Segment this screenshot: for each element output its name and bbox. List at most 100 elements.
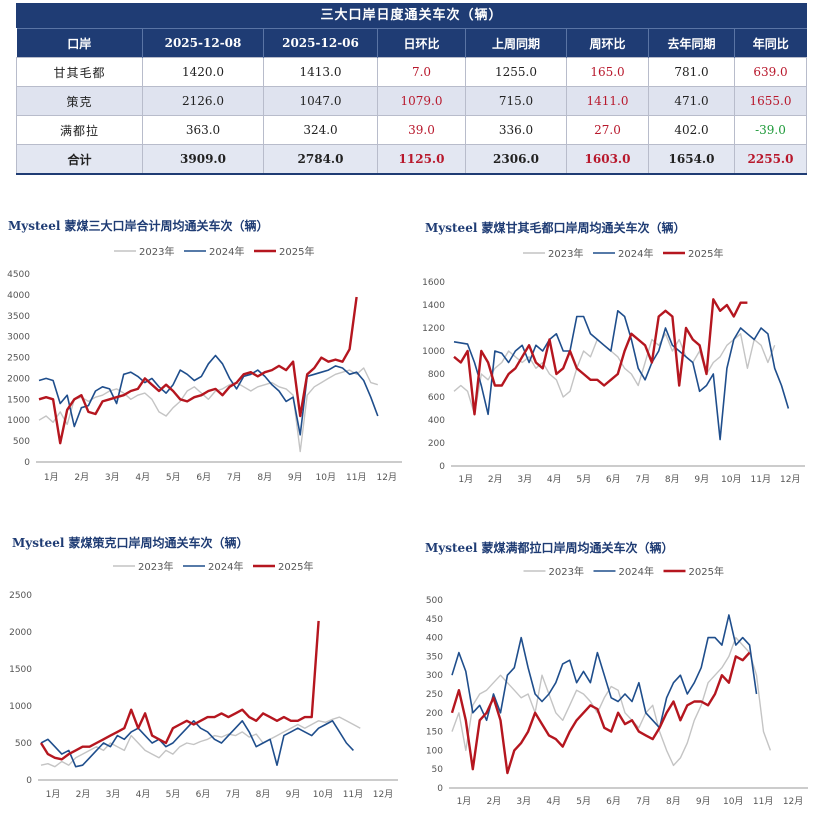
cell-current: 363.0 <box>142 115 264 145</box>
x-tick-label: 5月 <box>166 789 181 800</box>
x-tick-label: 6月 <box>196 789 211 800</box>
legend-label-2023: 2023年 <box>549 565 584 578</box>
y-tick-label: 350 <box>426 652 443 662</box>
header-last-week: 上周同期 <box>465 28 567 58</box>
cell-previous: 1413.0 <box>263 57 378 87</box>
legend-label-2024: 2024年 <box>208 560 243 573</box>
y-tick-label: 400 <box>428 416 445 426</box>
cell-last-week: 2306.0 <box>465 144 567 175</box>
y-tick-label: 200 <box>428 439 445 449</box>
x-tick-label: 5月 <box>576 474 591 485</box>
x-tick-label: 8月 <box>666 796 681 807</box>
cell-last-week: 715.0 <box>465 86 567 116</box>
cell-port: 甘其毛都 <box>16 57 143 87</box>
x-tick-label: 7月 <box>226 789 241 800</box>
x-tick-label: 10月 <box>313 789 333 800</box>
x-tick-label: 5月 <box>166 472 181 483</box>
series-line-2024 <box>453 310 790 441</box>
x-tick-label: 11月 <box>751 474 771 485</box>
series-line-2024 <box>40 720 354 768</box>
cell-day-on-day: 7.0 <box>377 57 466 87</box>
x-tick-label: 7月 <box>635 474 650 485</box>
cell-current: 1420.0 <box>142 57 264 87</box>
cell-week-on-week: 1603.0 <box>566 144 649 175</box>
header-year-on-year: 年同比 <box>734 28 807 58</box>
x-tick-label: 12月 <box>377 472 397 483</box>
legend-label-2025: 2025年 <box>688 247 723 260</box>
cell-last-week: 336.0 <box>465 115 567 145</box>
cell-last-year: 1654.0 <box>648 144 735 175</box>
cell-week-on-week: 27.0 <box>566 115 649 145</box>
cell-last-year: 471.0 <box>648 86 735 116</box>
legend-label-2023: 2023年 <box>138 560 173 573</box>
y-tick-label: 500 <box>15 739 32 749</box>
series-line-2023 <box>453 333 776 416</box>
x-tick-label: 1月 <box>458 474 473 485</box>
chart-total-three-ports: Mysteel 蒙煤三大口岸合计周均通关车次（辆） 2023年 2024年 2025年… <box>7 218 402 483</box>
legend-label-2023: 2023年 <box>548 247 583 260</box>
legend-label-2024: 2024年 <box>618 247 653 260</box>
x-tick-label: 12月 <box>783 796 803 807</box>
y-tick-label: 1000 <box>7 416 30 426</box>
daily-clearance-table: 三大口岸日度通关车次（辆） 口岸 2025-12-08 2025-12-06 日… <box>16 3 807 175</box>
y-tick-label: 2000 <box>7 374 30 384</box>
x-tick-label: 4月 <box>136 789 151 800</box>
x-tick-label: 8月 <box>256 789 271 800</box>
x-tick-label: 11月 <box>343 789 363 800</box>
cell-day-on-day: 39.0 <box>377 115 466 145</box>
summary-table-container: 三大口岸日度通关车次（辆） 口岸 2025-12-08 2025-12-06 日… <box>16 3 807 175</box>
x-tick-label: 10月 <box>316 472 336 483</box>
series-line-2024 <box>451 614 758 729</box>
y-tick-label: 450 <box>426 615 443 625</box>
header-week-on-week: 周环比 <box>566 28 649 58</box>
y-tick-label: 2000 <box>9 628 32 638</box>
cell-day-on-day: 1079.0 <box>377 86 466 116</box>
x-tick-label: 10月 <box>721 474 741 485</box>
legend-label-2025: 2025年 <box>689 565 724 578</box>
y-tick-label: 50 <box>432 765 444 775</box>
series-line-2023 <box>40 716 361 768</box>
x-tick-label: 6月 <box>196 472 211 483</box>
x-tick-label: 2月 <box>74 472 89 483</box>
cell-day-on-day: 1125.0 <box>377 144 466 175</box>
cell-year-on-year: 2255.0 <box>734 144 807 175</box>
y-tick-label: 0 <box>24 458 30 468</box>
y-tick-label: 2500 <box>9 591 32 601</box>
y-tick-label: 0 <box>437 784 443 794</box>
chart-title: Mysteel 蒙煤甘其毛都口岸周均通关车次（辆） <box>425 220 686 235</box>
chart-ganqimaodu: Mysteel 蒙煤甘其毛都口岸周均通关车次（辆） 2023年 2024年 2025年… <box>422 220 805 485</box>
y-tick-label: 4500 <box>7 270 30 280</box>
y-tick-label: 3000 <box>7 333 30 343</box>
y-tick-label: 4000 <box>7 291 30 301</box>
series-line-2023 <box>451 636 772 767</box>
legend-label-2025: 2025年 <box>278 560 313 573</box>
y-tick-label: 0 <box>26 776 32 786</box>
table-row: 甘其毛都 1420.0 1413.0 7.0 1255.0 165.0 781.… <box>16 57 807 87</box>
y-tick-label: 150 <box>426 728 443 738</box>
x-tick-label: 4月 <box>546 796 561 807</box>
x-tick-label: 8月 <box>665 474 680 485</box>
y-tick-label: 3500 <box>7 312 30 322</box>
y-tick-label: 100 <box>426 746 443 756</box>
x-tick-label: 3月 <box>106 789 121 800</box>
cell-week-on-week: 165.0 <box>566 57 649 87</box>
cell-previous: 1047.0 <box>263 86 378 116</box>
cell-current: 3909.0 <box>142 144 264 175</box>
legend-label-2024: 2024年 <box>619 565 654 578</box>
y-tick-label: 400 <box>426 634 443 644</box>
y-tick-label: 1200 <box>422 324 445 334</box>
x-tick-label: 1月 <box>46 789 61 800</box>
x-tick-label: 3月 <box>517 474 532 485</box>
cell-year-on-year: 1655.0 <box>734 86 807 116</box>
x-tick-label: 9月 <box>694 474 709 485</box>
legend-label-2024: 2024年 <box>209 245 244 258</box>
x-tick-label: 4月 <box>135 472 150 483</box>
x-tick-label: 10月 <box>723 796 743 807</box>
x-tick-label: 12月 <box>373 789 393 800</box>
chart-title: Mysteel 蒙煤三大口岸合计周均通关车次（辆） <box>8 218 269 233</box>
y-tick-label: 0 <box>439 462 445 472</box>
y-tick-label: 2500 <box>7 354 30 364</box>
legend-label-2025: 2025年 <box>279 245 314 258</box>
cell-current: 2126.0 <box>142 86 264 116</box>
cell-last-week: 1255.0 <box>465 57 567 87</box>
